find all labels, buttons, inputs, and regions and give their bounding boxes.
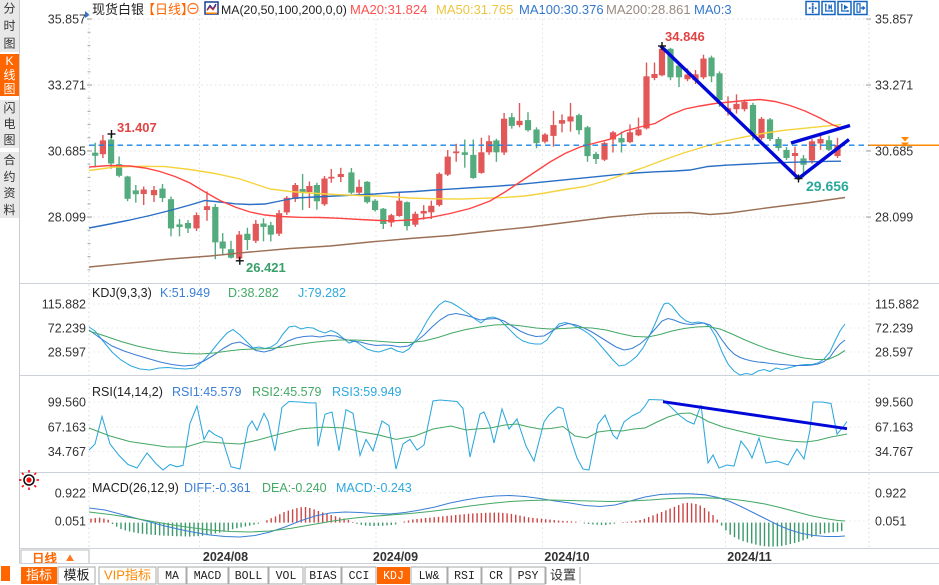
svg-text:26.421: 26.421	[246, 260, 286, 275]
svg-text:72.239: 72.239	[48, 322, 86, 336]
svg-text:VIP指标: VIP指标	[104, 568, 151, 583]
svg-text:67.163: 67.163	[48, 421, 86, 435]
svg-text:30.685: 30.685	[875, 145, 913, 159]
svg-text:0.922: 0.922	[55, 487, 86, 501]
svg-text:0.922: 0.922	[875, 487, 906, 501]
svg-text:日线: 日线	[32, 551, 58, 566]
svg-text:MA100:30.376: MA100:30.376	[519, 2, 604, 17]
svg-text:料: 料	[3, 203, 15, 217]
svg-text:资: 资	[3, 186, 15, 200]
svg-text:115.882: 115.882	[42, 298, 86, 312]
svg-text:2024/09: 2024/09	[373, 550, 418, 564]
svg-text:0.051: 0.051	[55, 515, 86, 529]
svg-text:MA: MA	[165, 570, 179, 583]
svg-text:MACD(26,12,9): MACD(26,12,9)	[92, 481, 179, 495]
svg-text:34.767: 34.767	[875, 445, 913, 459]
svg-text:MA0:3: MA0:3	[694, 2, 732, 17]
svg-text:LW&: LW&	[419, 570, 440, 583]
svg-text:2024/11: 2024/11	[727, 550, 772, 564]
svg-text:115.882: 115.882	[875, 298, 919, 312]
svg-text:PSY: PSY	[518, 570, 539, 583]
svg-text:28.597: 28.597	[875, 346, 913, 360]
svg-text:RSI1:45.579: RSI1:45.579	[172, 385, 242, 399]
svg-text:K: K	[5, 54, 13, 68]
svg-text:MACD: MACD	[194, 570, 222, 583]
svg-text:28.099: 28.099	[875, 211, 913, 225]
svg-text:D:38.282: D:38.282	[228, 286, 279, 300]
svg-text:0.051: 0.051	[875, 515, 906, 529]
svg-text:指标: 指标	[26, 568, 52, 583]
svg-text:RSI(14,14,2): RSI(14,14,2)	[92, 385, 163, 399]
svg-text:模板: 模板	[63, 568, 89, 583]
svg-text:34.846: 34.846	[665, 29, 705, 44]
svg-text:CCI: CCI	[349, 570, 370, 583]
svg-text:图: 图	[3, 133, 15, 147]
svg-text:67.163: 67.163	[875, 421, 913, 435]
svg-text:MA200:28.861: MA200:28.861	[606, 2, 691, 17]
svg-text:KDJ(9,3,3): KDJ(9,3,3)	[92, 286, 152, 300]
svg-text:KDJ: KDJ	[383, 570, 404, 583]
svg-text:28.597: 28.597	[48, 346, 86, 360]
svg-text:29.656: 29.656	[806, 178, 849, 194]
svg-text:线: 线	[3, 68, 15, 82]
svg-text:BOLL: BOLL	[235, 570, 263, 583]
svg-text:35.857: 35.857	[48, 13, 86, 27]
svg-text:2024/08: 2024/08	[203, 550, 248, 564]
svg-text:28.099: 28.099	[48, 211, 86, 225]
svg-text:电: 电	[3, 117, 15, 131]
svg-text:31.407: 31.407	[117, 120, 157, 135]
svg-text:分: 分	[3, 2, 15, 16]
svg-text:【日线】: 【日线】	[142, 2, 194, 17]
svg-text:MA50:31.765: MA50:31.765	[436, 2, 513, 17]
svg-text:RSI: RSI	[454, 570, 475, 583]
svg-text:约: 约	[3, 169, 15, 184]
svg-text:合: 合	[3, 152, 15, 167]
svg-text:闪: 闪	[3, 101, 15, 115]
svg-text:现货白银: 现货白银	[92, 2, 144, 17]
svg-text:BIAS: BIAS	[309, 570, 337, 583]
svg-text:MA20:31.824: MA20:31.824	[350, 2, 427, 17]
svg-text:时: 时	[3, 19, 15, 33]
svg-text:34.767: 34.767	[48, 445, 86, 459]
svg-text:图: 图	[3, 36, 15, 50]
svg-text:CR: CR	[489, 570, 503, 583]
svg-text:设置: 设置	[550, 568, 576, 583]
svg-text:99.560: 99.560	[48, 396, 86, 410]
svg-text:J:79.282: J:79.282	[298, 286, 346, 300]
svg-text:MACD:-0.243: MACD:-0.243	[336, 481, 412, 495]
svg-text:RSI2:45.579: RSI2:45.579	[252, 385, 322, 399]
svg-text:K:51.949: K:51.949	[160, 286, 210, 300]
svg-text:DEA:-0.240: DEA:-0.240	[262, 481, 327, 495]
svg-text:30.685: 30.685	[48, 145, 86, 159]
svg-text:图: 图	[3, 82, 15, 96]
svg-text:RSI3:59.949: RSI3:59.949	[332, 385, 402, 399]
svg-text:2024/10: 2024/10	[544, 550, 589, 564]
svg-text:VOL: VOL	[276, 570, 297, 583]
svg-text:33.271: 33.271	[48, 79, 86, 93]
svg-text:DIFF:-0.361: DIFF:-0.361	[184, 481, 251, 495]
svg-text:33.271: 33.271	[875, 79, 913, 93]
svg-text:MA(20,50,100,200,0,0): MA(20,50,100,200,0,0)	[221, 3, 347, 17]
svg-text:99.560: 99.560	[875, 396, 913, 410]
svg-text:35.857: 35.857	[875, 13, 913, 27]
svg-text:72.239: 72.239	[875, 322, 913, 336]
